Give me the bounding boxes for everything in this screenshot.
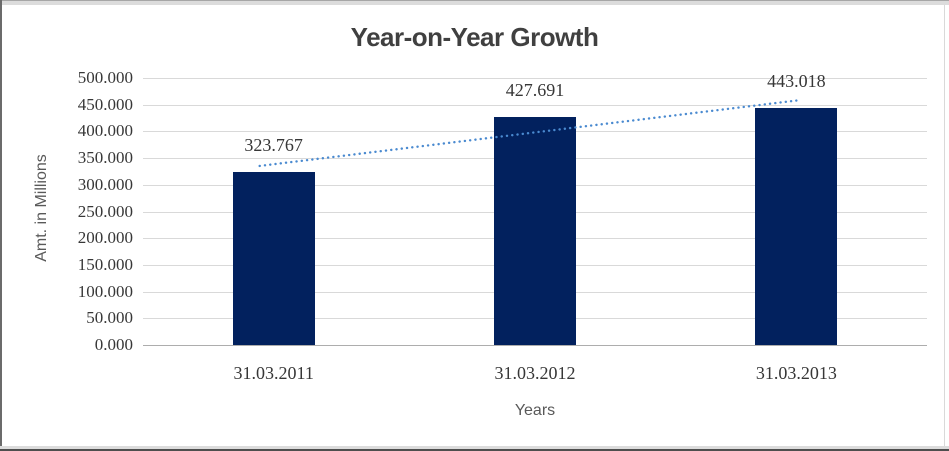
bar-31.03.2013 bbox=[755, 108, 838, 345]
y-tick-label: 200.000 bbox=[77, 228, 133, 248]
y-tick-label: 400.000 bbox=[77, 121, 133, 141]
y-tick-label: 150.000 bbox=[77, 254, 133, 274]
x-tick-label: 31.03.2012 bbox=[494, 363, 576, 383]
trendline-segment bbox=[258, 99, 798, 168]
x-tick-label: 31.03.2011 bbox=[233, 363, 314, 383]
bar-31.03.2011 bbox=[232, 172, 315, 345]
frame-bottom-border bbox=[0, 446, 949, 451]
frame-left-border bbox=[0, 0, 2, 451]
y-tick-label: 0.000 bbox=[94, 335, 133, 354]
y-tick-label: 250.000 bbox=[77, 201, 133, 221]
gridline bbox=[143, 78, 927, 79]
y-axis-ticks: 500.000 450.000 400.000 350.000 300.000 250.0… bbox=[0, 68, 133, 354]
frame-right-border bbox=[944, 5, 945, 446]
x-axis-line bbox=[143, 345, 927, 346]
x-axis-ticks: 31.03.2011 31.03.2012 31.03.2013 bbox=[143, 363, 927, 385]
x-tick-label: 31.03.2013 bbox=[755, 363, 837, 383]
y-tick-label: 50.000 bbox=[86, 308, 133, 328]
y-tick-label: 100.000 bbox=[77, 281, 133, 301]
y-tick-label: 450.000 bbox=[77, 94, 133, 114]
y-tick-label: 350.000 bbox=[77, 148, 133, 168]
bars: 323.767 427.691 443.018 bbox=[143, 71, 927, 345]
gridline bbox=[143, 104, 927, 106]
bar-31.03.2012 bbox=[494, 116, 576, 345]
plot-area: 323.767 427.691 443.018 bbox=[143, 71, 927, 346]
bar-value-label: 323.767 bbox=[244, 135, 303, 156]
trendline bbox=[258, 99, 798, 168]
frame-top-border bbox=[0, 0, 949, 5]
bar-value-label: 427.691 bbox=[505, 79, 565, 100]
y-tick-label: 500.000 bbox=[77, 68, 133, 87]
chart-title: Year-on-Year Growth bbox=[350, 22, 599, 52]
bar-value-label: 443.018 bbox=[767, 71, 826, 92]
y-tick-label: 300.000 bbox=[77, 174, 133, 194]
x-axis-title: Years bbox=[514, 402, 556, 419]
